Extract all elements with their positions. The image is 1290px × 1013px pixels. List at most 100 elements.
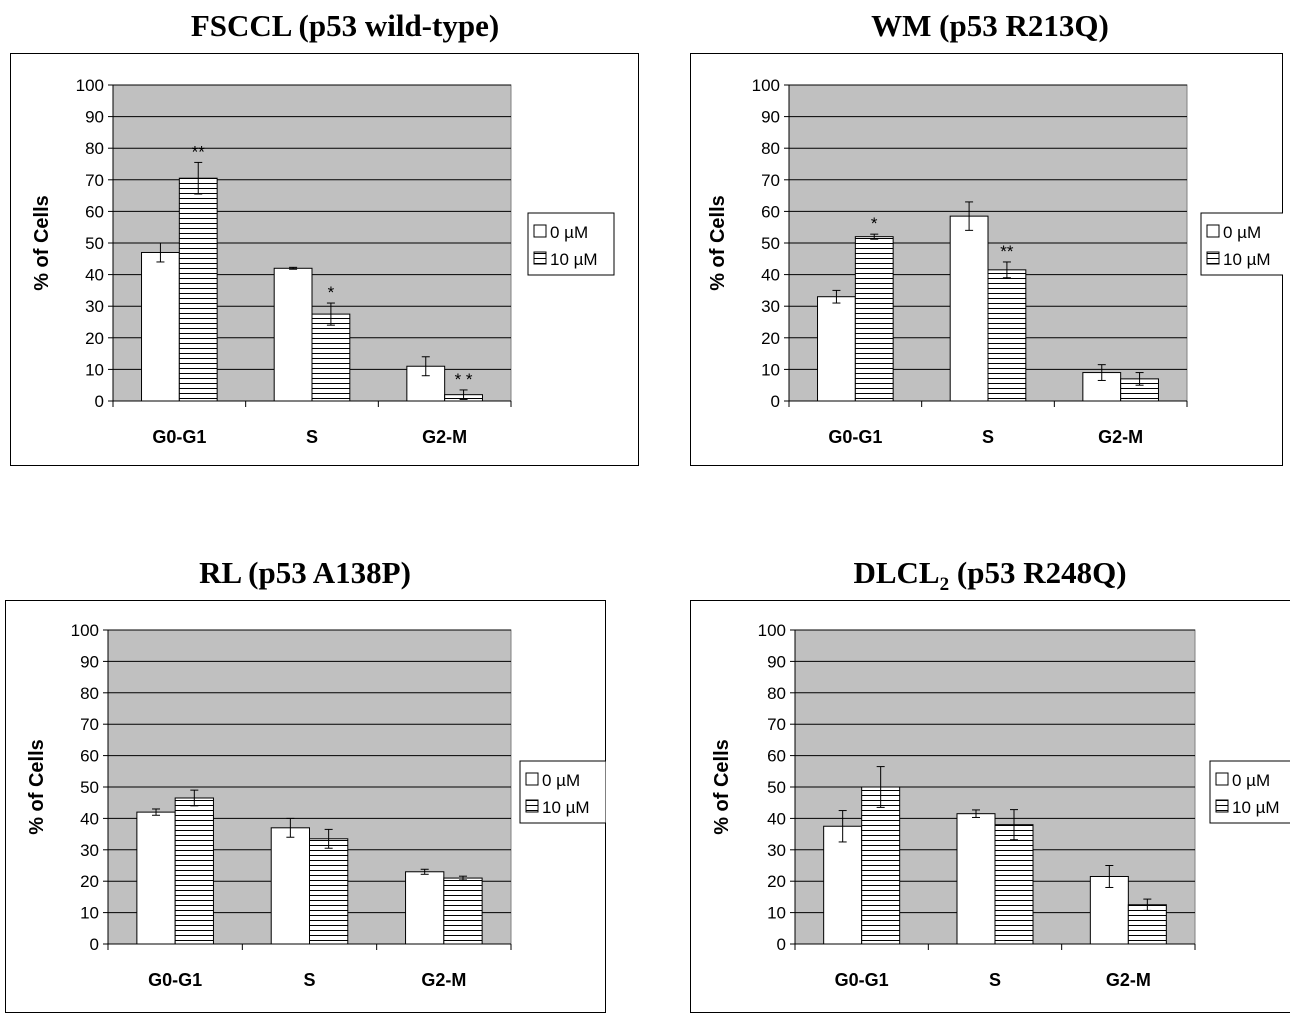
y-tick-label: 50 (767, 778, 786, 797)
x-tick-label: G0-G1 (148, 970, 202, 990)
bar (987, 269, 1027, 402)
y-tick-label: 10 (761, 360, 780, 379)
y-axis-label: % of Cells (31, 195, 53, 291)
y-tick-label: 90 (80, 652, 99, 671)
y-tick-label: 70 (761, 171, 780, 190)
x-tick-label: G2-M (1106, 970, 1151, 990)
y-tick-label: 100 (752, 76, 780, 95)
x-tick-label: G2-M (421, 970, 466, 990)
legend-label: 0 µM (542, 771, 580, 790)
legend-label: 0 µM (1232, 771, 1270, 790)
y-tick-label: 70 (767, 715, 786, 734)
significance-annotation: * (328, 283, 335, 302)
y-tick-label: 40 (80, 809, 99, 828)
y-tick-label: 30 (80, 841, 99, 860)
y-axis-label: % of Cells (26, 739, 48, 835)
legend-label: 10 µM (1232, 798, 1280, 817)
significance-annotation: ** (192, 142, 206, 161)
bar (174, 797, 214, 945)
y-tick-label: 20 (85, 329, 104, 348)
x-tick-label: G0-G1 (828, 427, 882, 447)
y-tick-label: 20 (767, 872, 786, 891)
y-axis-label: % of Cells (711, 739, 733, 835)
bar (405, 871, 445, 945)
chart-fsccl: 0 10 20 30 40 50 60 70 80 90 100 % of Cells G0-G1 S G2… (31, 76, 615, 447)
y-tick-label: 10 (85, 360, 104, 379)
y-tick-label: 90 (761, 108, 780, 127)
y-tick-label: 80 (767, 684, 786, 703)
bar (178, 177, 218, 402)
bar (311, 313, 351, 402)
y-tick-label: 70 (85, 171, 104, 190)
legend-swatch (533, 251, 547, 265)
legend-label: 0 µM (550, 223, 588, 242)
chart-title-rest: (p53 R248Q) (949, 555, 1127, 590)
legend-label: 10 µM (542, 798, 590, 817)
y-tick-label: 10 (80, 904, 99, 923)
y-tick-label: 40 (85, 266, 104, 285)
bar (141, 251, 180, 402)
y-tick-label: 30 (761, 297, 780, 316)
bar (854, 236, 894, 402)
bar (1127, 904, 1167, 945)
y-tick-label: 60 (761, 202, 780, 221)
y-tick-label: 0 (777, 935, 786, 954)
y-tick-label: 0 (90, 935, 99, 954)
y-tick-label: 50 (85, 234, 104, 253)
legend (519, 760, 606, 824)
y-tick-label: 100 (758, 621, 786, 640)
bar (270, 827, 310, 945)
significance-annotation: ** (1000, 242, 1014, 261)
x-tick-label: S (982, 427, 994, 447)
bar (136, 811, 176, 945)
x-tick-label: S (306, 427, 318, 447)
legend-swatch (525, 799, 539, 813)
legend-label: 10 µM (550, 250, 598, 269)
x-tick-label: G0-G1 (835, 970, 889, 990)
y-tick-label: 20 (761, 329, 780, 348)
chart-title: WM (p53 R213Q) (871, 8, 1109, 43)
x-tick-label: G0-G1 (152, 427, 206, 447)
y-tick-label: 60 (85, 202, 104, 221)
bar (273, 267, 313, 402)
legend-swatch (533, 224, 547, 238)
y-tick-label: 80 (761, 139, 780, 158)
y-tick-label: 20 (80, 872, 99, 891)
legend-swatch (1206, 251, 1220, 265)
y-axis-label: % of Cells (707, 195, 729, 291)
legend-label: 10 µM (1223, 250, 1271, 269)
legend (1200, 212, 1283, 276)
y-tick-label: 50 (80, 778, 99, 797)
significance-annotation: * (871, 214, 878, 233)
bar (956, 813, 996, 945)
y-tick-label: 40 (767, 809, 786, 828)
legend (1209, 760, 1290, 824)
x-tick-label: G2-M (1098, 427, 1143, 447)
y-tick-label: 90 (767, 652, 786, 671)
y-tick-label: 50 (761, 234, 780, 253)
legend (527, 212, 615, 276)
bar (823, 825, 863, 945)
y-tick-label: 70 (80, 715, 99, 734)
y-tick-label: 80 (80, 684, 99, 703)
y-tick-label: 0 (771, 392, 780, 411)
chart-rl: 0 10 20 30 40 50 60 70 80 90 100 % of Cells G0-G1 S G2… (26, 621, 606, 990)
significance-annotation: * * (455, 370, 473, 389)
y-tick-label: 80 (85, 139, 104, 158)
bar (994, 824, 1034, 945)
bar (309, 838, 349, 945)
chart-title: RL (p53 A138P) (199, 555, 411, 590)
chart-dlcl2: 0 10 20 30 40 50 60 70 80 90 100 % of Cells G0-G1 S G2… (711, 621, 1290, 990)
bar (443, 877, 483, 945)
y-tick-label: 40 (761, 266, 780, 285)
legend-swatch (1215, 799, 1229, 813)
x-tick-label: S (989, 970, 1001, 990)
y-tick-label: 60 (767, 747, 786, 766)
y-tick-label: 30 (85, 297, 104, 316)
y-tick-label: 100 (71, 621, 99, 640)
chart-wm: 0 10 20 30 40 50 60 70 80 90 100 % of Cells G0-G1 S G2… (707, 76, 1283, 447)
legend-label: 0 µM (1223, 223, 1261, 242)
x-tick-label: S (303, 970, 315, 990)
chart-title: DLCL2 (p53 R248Q) (690, 555, 1290, 596)
x-tick-label: G2-M (422, 427, 467, 447)
